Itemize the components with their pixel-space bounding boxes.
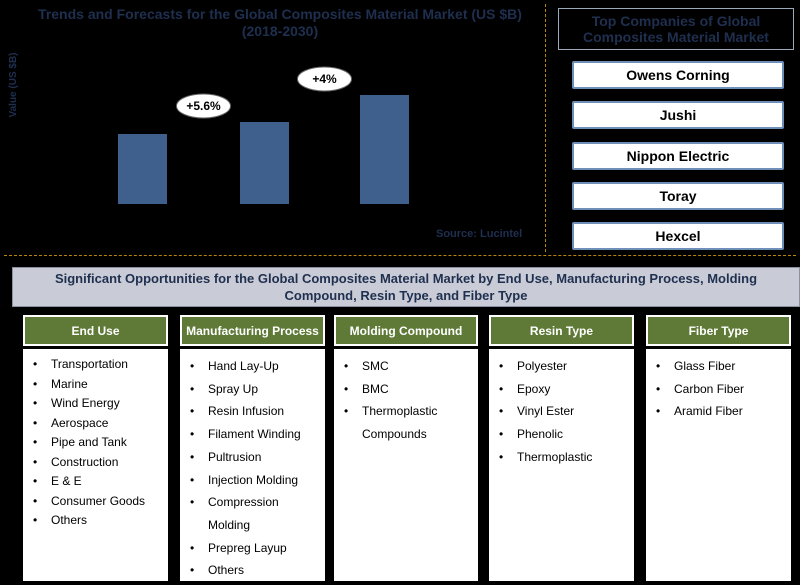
list-item: Aramid Fiber [654, 400, 787, 423]
company-box: Jushi [572, 101, 784, 129]
column-list-fiber-type: Glass Fiber Carbon Fiber Aramid Fiber [646, 349, 791, 581]
bar-0 [118, 134, 167, 204]
list-item: Consumer Goods [31, 492, 164, 512]
horizontal-divider [4, 255, 796, 256]
bar-1 [240, 122, 289, 204]
column-list-manufacturing-process: Hand Lay-Up Spray Up Resin Infusion Fila… [180, 349, 325, 582]
opportunities-banner: Significant Opportunities for the Global… [12, 267, 800, 307]
column-header-fiber-type: Fiber Type [646, 315, 791, 346]
vertical-divider [545, 4, 546, 252]
list-item: Aerospace [31, 414, 164, 434]
list-item: Thermoplastic Compounds [342, 400, 474, 445]
column-list-molding-compound: SMC BMC Thermoplastic Compounds [334, 349, 478, 581]
list-item: Compression Molding [188, 491, 321, 536]
source-text: Source: Lucintel [436, 228, 523, 240]
list-item: Wind Energy [31, 394, 164, 414]
list-item: BMC [342, 378, 474, 401]
y-axis-label: Value (US $B) [8, 52, 19, 118]
list-item: Filament Winding [188, 423, 321, 446]
list-item: Carbon Fiber [654, 378, 787, 401]
list-item: Hand Lay-Up [188, 355, 321, 378]
column-header-end-use: End Use [23, 315, 168, 346]
list-item: Others [188, 559, 321, 582]
list-item: E & E [31, 472, 164, 492]
list-item: Transportation [31, 355, 164, 375]
annotation-label: +5.6% [186, 99, 221, 113]
annotation-label: +4% [312, 72, 337, 86]
list-item: Marine [31, 375, 164, 395]
column-list-end-use: Transportation Marine Wind Energy Aerosp… [23, 349, 168, 581]
list-item: SMC [342, 355, 474, 378]
chart-title: Trends and Forecasts for the Global Comp… [38, 6, 522, 39]
column-list-resin-type: Polyester Epoxy Vinyl Ester Phenolic The… [489, 349, 634, 581]
list-item: Resin Infusion [188, 400, 321, 423]
list-item: Vinyl Ester [497, 400, 630, 423]
list-item: Glass Fiber [654, 355, 787, 378]
company-box: Nippon Electric [572, 142, 784, 170]
list-item: Injection Molding [188, 469, 321, 492]
list-item: Construction [31, 453, 164, 473]
list-item: Spray Up [188, 378, 321, 401]
companies-title: Top Companies of Global Composites Mater… [558, 8, 794, 50]
growth-annotation: +5.6% [176, 93, 231, 119]
company-box: Hexcel [572, 222, 784, 250]
bar-2 [360, 95, 409, 204]
chart-canvas: +5.6% +4% [118, 66, 409, 204]
list-item: Phenolic [497, 423, 630, 446]
list-item: Pultrusion [188, 446, 321, 469]
growth-annotation: +4% [297, 66, 352, 92]
company-box: Toray [572, 182, 784, 210]
column-header-molding-compound: Molding Compound [334, 315, 478, 346]
list-item: Others [31, 511, 164, 531]
company-box: Owens Corning [572, 61, 784, 89]
list-item: Epoxy [497, 378, 630, 401]
column-header-resin-type: Resin Type [489, 315, 634, 346]
list-item: Thermoplastic [497, 446, 630, 469]
list-item: Prepreg Layup [188, 537, 321, 560]
list-item: Polyester [497, 355, 630, 378]
column-header-manufacturing-process: Manufacturing Process [180, 315, 325, 346]
list-item: Pipe and Tank [31, 433, 164, 453]
